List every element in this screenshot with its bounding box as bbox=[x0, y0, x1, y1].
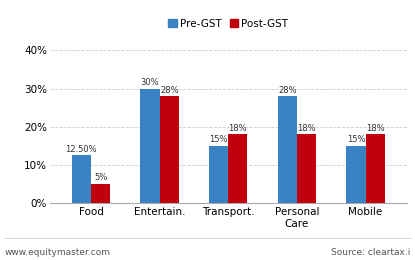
Bar bbox=[140, 88, 160, 203]
Text: 5%: 5% bbox=[94, 173, 107, 182]
Bar bbox=[228, 134, 247, 203]
Bar bbox=[366, 134, 385, 203]
Bar bbox=[91, 184, 110, 203]
Text: Source: cleartax.i: Source: cleartax.i bbox=[332, 248, 411, 257]
Text: 18%: 18% bbox=[229, 124, 247, 133]
Bar bbox=[160, 96, 179, 203]
Text: 15%: 15% bbox=[347, 135, 365, 144]
Legend: Pre-GST, Post-GST: Pre-GST, Post-GST bbox=[164, 15, 293, 33]
Text: 30%: 30% bbox=[141, 78, 159, 87]
Bar bbox=[297, 134, 316, 203]
Bar bbox=[72, 155, 91, 203]
Text: 18%: 18% bbox=[366, 124, 384, 133]
Bar bbox=[278, 96, 297, 203]
Bar bbox=[346, 146, 366, 203]
Text: 12.50%: 12.50% bbox=[66, 145, 97, 154]
Text: 18%: 18% bbox=[297, 124, 316, 133]
Text: 15%: 15% bbox=[210, 135, 228, 144]
Text: www.equitymaster.com: www.equitymaster.com bbox=[4, 248, 110, 257]
Text: 28%: 28% bbox=[160, 86, 178, 95]
Text: 28%: 28% bbox=[278, 86, 297, 95]
Bar bbox=[209, 146, 228, 203]
